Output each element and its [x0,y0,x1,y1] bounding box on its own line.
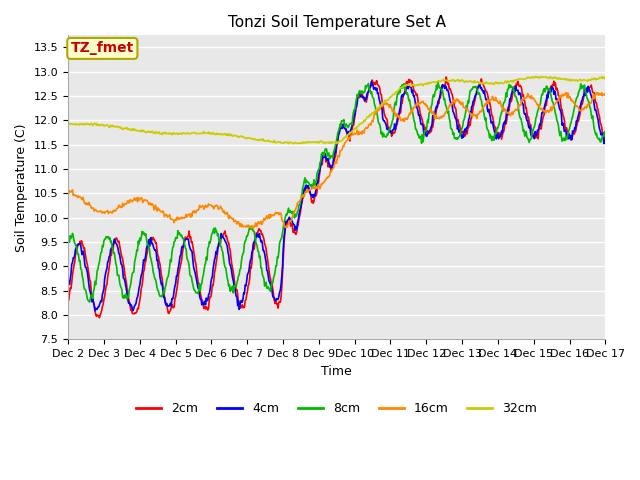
32cm [403,82,410,88]
X-axis label: Time: Time [321,365,352,378]
2cm [602,136,609,142]
2cm [95,315,103,321]
2cm [130,311,138,316]
Y-axis label: Soil Temperature (C): Soil Temperature (C) [15,123,28,252]
4cm [404,83,412,89]
4cm [419,123,427,129]
Legend: 2cm, 4cm, 8cm, 16cm, 32cm: 2cm, 4cm, 8cm, 16cm, 32cm [131,397,542,420]
8cm [130,269,138,275]
32cm [184,130,191,135]
32cm [212,132,220,137]
32cm [531,73,539,79]
16cm [74,194,81,200]
8cm [602,130,609,136]
32cm [129,127,137,133]
8cm [419,132,426,138]
8cm [434,80,442,85]
8cm [64,240,72,246]
16cm [250,226,257,231]
8cm [213,229,221,235]
4cm [602,134,609,140]
16cm [184,213,191,218]
8cm [403,91,410,97]
16cm [403,115,410,121]
4cm [74,242,81,248]
4cm [184,236,192,242]
2cm [184,233,192,239]
4cm [91,308,99,313]
4cm [367,79,375,84]
2cm [442,74,450,80]
16cm [602,91,609,96]
16cm [593,90,600,96]
8cm [86,299,93,305]
2cm [74,241,81,247]
8cm [184,259,192,264]
Line: 4cm: 4cm [68,82,605,311]
16cm [212,203,220,208]
2cm [419,117,426,123]
Line: 2cm: 2cm [68,77,605,318]
Line: 8cm: 8cm [68,83,605,302]
4cm [130,305,138,311]
2cm [64,297,72,302]
2cm [213,256,221,262]
4cm [213,252,221,257]
32cm [602,74,609,80]
Line: 32cm: 32cm [68,76,605,144]
8cm [74,252,81,257]
16cm [129,198,137,204]
32cm [74,121,81,127]
Line: 16cm: 16cm [68,93,605,228]
Title: Tonzi Soil Temperature Set A: Tonzi Soil Temperature Set A [228,15,445,30]
16cm [419,98,426,104]
32cm [64,121,72,127]
32cm [285,141,292,146]
4cm [64,283,72,288]
2cm [403,79,410,84]
32cm [419,82,426,87]
Text: TZ_fmet: TZ_fmet [70,41,134,55]
16cm [64,190,72,196]
